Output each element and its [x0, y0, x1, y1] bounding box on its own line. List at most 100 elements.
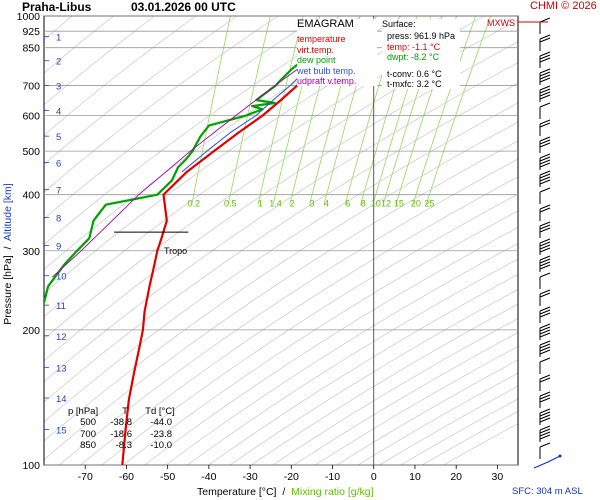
wind-barb-flag: [539, 85, 551, 91]
mixing-ratio-label: 8: [361, 199, 366, 209]
wind-barb-flag: [539, 442, 551, 448]
pressure-tick-label: 100: [22, 460, 40, 472]
altitude-tick-label: 5: [56, 132, 61, 143]
station-title: Praha-Libus: [22, 0, 91, 14]
dry-adiabat: [44, 82, 518, 403]
pressure-tick-label: 500: [22, 146, 40, 158]
altitude-tick-label: 4: [56, 106, 61, 117]
surface-title: Surface:: [382, 19, 416, 29]
wind-barb-flag: [539, 238, 551, 244]
mixing-ratio-label: 20: [411, 199, 421, 209]
wind-barb-flag: [539, 377, 551, 383]
legend-virt-temp: virt.temp.: [297, 44, 335, 55]
wind-barb-flag: [539, 309, 551, 315]
dry-adiabat: [208, 274, 518, 465]
wind-barb-flag: [539, 425, 551, 431]
dry-adiabat: [80, 176, 518, 465]
wind-barb-flag: [539, 139, 551, 145]
wind-barb-flag: [539, 434, 551, 440]
datetime-title: 03.01.2026 00 UTC: [131, 0, 236, 14]
dry-adiabat: [44, 102, 518, 423]
y-axis-label: Pressure [hPa] / Altitude [km]: [2, 154, 14, 354]
wind-barb-flag: [539, 414, 551, 420]
legend-temperature: temperature: [297, 34, 346, 45]
station-name: Praha-Libus: [22, 0, 92, 14]
wind-barb-flag: [539, 187, 551, 193]
wind-barb-flag: [539, 77, 551, 83]
wind-barb-flag: [539, 162, 551, 168]
altitude-tick-label: 8: [56, 213, 61, 224]
mixing-ratio-label: 10: [371, 199, 381, 209]
mixing-ratio-label: 6: [345, 199, 350, 209]
x-tick-label: 10: [409, 471, 421, 483]
mixing-ratio-label: 2: [290, 199, 295, 209]
altitude-tick-label: 1: [56, 33, 61, 44]
x-axis-mix-label: Mixing ratio [g/kg]: [291, 486, 374, 498]
wind-barb-flag: [539, 17, 551, 23]
pressure-tick-label: 300: [22, 246, 40, 258]
sfc-label: SFC: 304 m ASL: [512, 486, 583, 497]
mixing-ratio-label: 1: [258, 199, 263, 209]
surface-wind-dot: [558, 454, 562, 458]
wind-barb-flag: [539, 417, 551, 423]
altitude-tick-label: 14: [56, 394, 67, 405]
altitude-tick-label: 3: [56, 82, 61, 93]
altitude-tick-label: 6: [56, 158, 61, 169]
mixing-ratio-label: 4: [324, 199, 329, 209]
wind-barb-flag: [539, 431, 551, 437]
wind-barb-flag: [539, 326, 551, 332]
dry-adiabat: [44, 62, 518, 383]
wind-barb-flag: [539, 258, 551, 264]
pressure-tick-label: 600: [22, 111, 40, 123]
altitude-tick-label: 12: [56, 332, 67, 343]
wind-barb-flag: [539, 255, 551, 261]
table-row: 850 -8.3 -10.0: [80, 440, 172, 452]
wind-barb-flag: [539, 68, 551, 74]
x-tick-label: -30: [242, 471, 257, 483]
dry-adiabat: [122, 210, 518, 465]
wind-barb-flag: [539, 74, 551, 80]
wind-barb-flag: [539, 136, 551, 142]
wind-barb-flag: [539, 176, 551, 182]
y-axis-pressure-label: Pressure [hPa]: [2, 255, 14, 325]
sounding-datetime: 03.01.2026 00 UTC: [131, 0, 236, 14]
surface-wind-line: [533, 455, 561, 469]
wind-barb-flag: [539, 244, 551, 250]
dry-adiabat: [186, 258, 518, 465]
pressure-tick-label: 1000: [17, 11, 41, 23]
wind-barb-flag: [539, 102, 551, 108]
wind-barb-flag: [539, 71, 551, 77]
surface-temp: temp: -1.1 °C: [387, 41, 441, 52]
dry-adiabat: [44, 41, 518, 362]
dry-adiabat: [101, 193, 518, 465]
wind-barb-flag: [539, 329, 551, 335]
wind-barb-flag: [539, 119, 551, 125]
legend-title: EMAGRAM: [297, 18, 354, 30]
wind-barb-flag: [539, 94, 551, 100]
wind-barb-flag: [539, 397, 551, 403]
wind-barb-flag: [539, 306, 551, 312]
wind-barb-flag: [539, 88, 551, 94]
wind-barb-flag: [539, 37, 551, 43]
wind-barbs: [539, 17, 551, 459]
legend-wet-bulb: wet bulb temp.: [297, 65, 356, 76]
wind-barb-flag: [539, 173, 551, 179]
wind-barb-flag: [539, 374, 551, 380]
wind-barb-flag: [539, 247, 551, 253]
wind-barb-flag: [539, 122, 551, 128]
wind-barb-flag: [539, 349, 551, 355]
x-tick-label: -70: [78, 471, 93, 483]
wind-barb-flag: [539, 340, 551, 346]
pressure-tick-label: 700: [22, 81, 40, 93]
wind-barb-flag: [539, 312, 551, 318]
wind-barb-flag: [539, 170, 551, 176]
altitude-tick-label: 10: [56, 272, 67, 283]
tropopause-label: Tropo: [164, 246, 188, 256]
level-table: p [hPa] T Td [°C] 500 -38.8 -44.0 700 -1…: [68, 406, 182, 452]
legend: EMAGRAM temperature virt.temp. dew point…: [297, 18, 377, 87]
wind-barb-flag: [539, 428, 551, 434]
surface-info: Surface: press: 961.9 hPa temp: -1.1 °C …: [382, 19, 460, 90]
x-tick-label: -20: [284, 471, 299, 483]
x-tick-label: -10: [325, 471, 340, 483]
wind-barb-flag: [539, 411, 551, 417]
